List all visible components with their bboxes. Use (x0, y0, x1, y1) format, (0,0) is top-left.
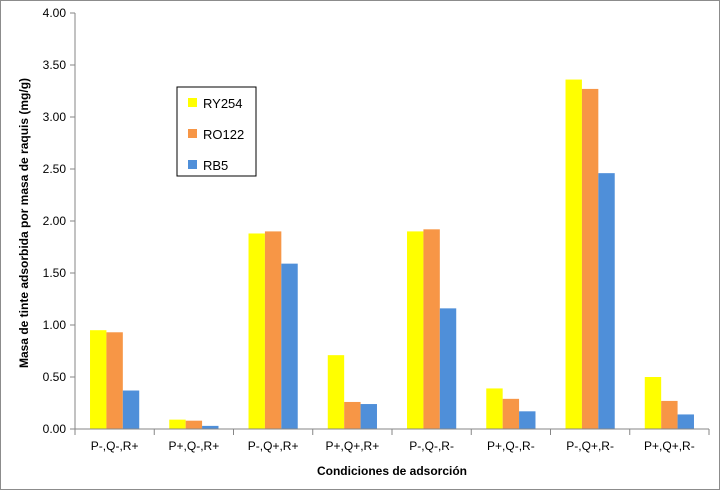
legend-label-ro122: RO122 (203, 127, 244, 142)
bar-ro122-8 (661, 400, 678, 429)
x-tick-label: P-,Q+,R- (566, 439, 614, 453)
bar-ro122-5 (423, 229, 440, 429)
bar-rb5-5 (439, 308, 457, 429)
bar-ro122-4 (344, 401, 361, 429)
bar-rb5-1 (122, 390, 140, 429)
legend-items: RY254 RO122 RB5 (188, 96, 244, 173)
bars-layer (90, 79, 694, 430)
bar-rb5-7 (598, 173, 615, 429)
legend-swatch-ro122 (188, 129, 197, 138)
bar-ry254-5 (407, 231, 424, 429)
x-tick-label: P+,Q+,R- (644, 439, 695, 453)
x-tick-label: P-,Q-,R+ (91, 439, 139, 453)
legend-label-rb5: RB5 (203, 158, 228, 173)
x-tick-label: P-,Q+,R+ (248, 439, 299, 453)
bar-ry254-7 (565, 79, 582, 429)
y-tick-label: 3.00 (43, 110, 67, 124)
bar-ro122-6 (502, 398, 520, 429)
y-ticks: 0.00 0.50 1.00 1.50 2.00 2.50 3.00 3.50 4.00 (43, 6, 75, 436)
bar-rb5-3 (281, 263, 298, 429)
y-axis-title: Masa de tinte adsorbida por masa de raqu… (17, 78, 31, 368)
bar-rb5-2 (202, 425, 219, 429)
bar-ro122-2 (185, 420, 203, 429)
x-tick-label: P+,Q-,R- (487, 439, 535, 453)
x-tick-label: P+,Q-,R+ (169, 439, 220, 453)
x-tick-label: P-,Q-,R- (409, 439, 454, 453)
x-axis-title: Condiciones de adsorción (317, 464, 467, 478)
bar-rb5-4 (360, 404, 377, 429)
bar-ry254-8 (644, 377, 662, 429)
bar-ry254-3 (248, 233, 265, 429)
y-tick-label: 4.00 (43, 6, 67, 20)
bar-ry254-2 (169, 419, 186, 429)
legend: RY254 RO122 RB5 (176, 86, 257, 177)
bar-ro122-7 (581, 88, 599, 430)
y-tick-label: 0.00 (43, 422, 67, 436)
x-ticks: P-,Q-,R+ P+,Q-,R+ P-,Q+,R+ P+,Q+,R+ P-,Q-,R-… (74, 429, 710, 453)
legend-label-ry254: RY254 (203, 96, 243, 111)
bar-rb5-8 (677, 414, 694, 429)
y-tick-label: 1.50 (43, 266, 67, 280)
bar-ry254-6 (486, 388, 503, 429)
y-tick-label: 2.50 (43, 162, 67, 176)
bar-rb5-6 (519, 411, 536, 429)
y-tick-label: 1.00 (43, 318, 67, 332)
legend-swatch-ry254 (188, 98, 197, 107)
y-tick-label: 0.50 (43, 370, 67, 384)
y-tick-label: 3.50 (43, 58, 67, 72)
bar-ro122-3 (264, 231, 282, 429)
x-tick-label: P+,Q+,R+ (326, 439, 380, 453)
bar-ry254-1 (90, 330, 107, 429)
y-tick-label: 2.00 (43, 214, 67, 228)
bar-ry254-4 (327, 355, 345, 429)
bar-ro122-1 (106, 332, 123, 429)
legend-swatch-rb5 (188, 160, 197, 169)
